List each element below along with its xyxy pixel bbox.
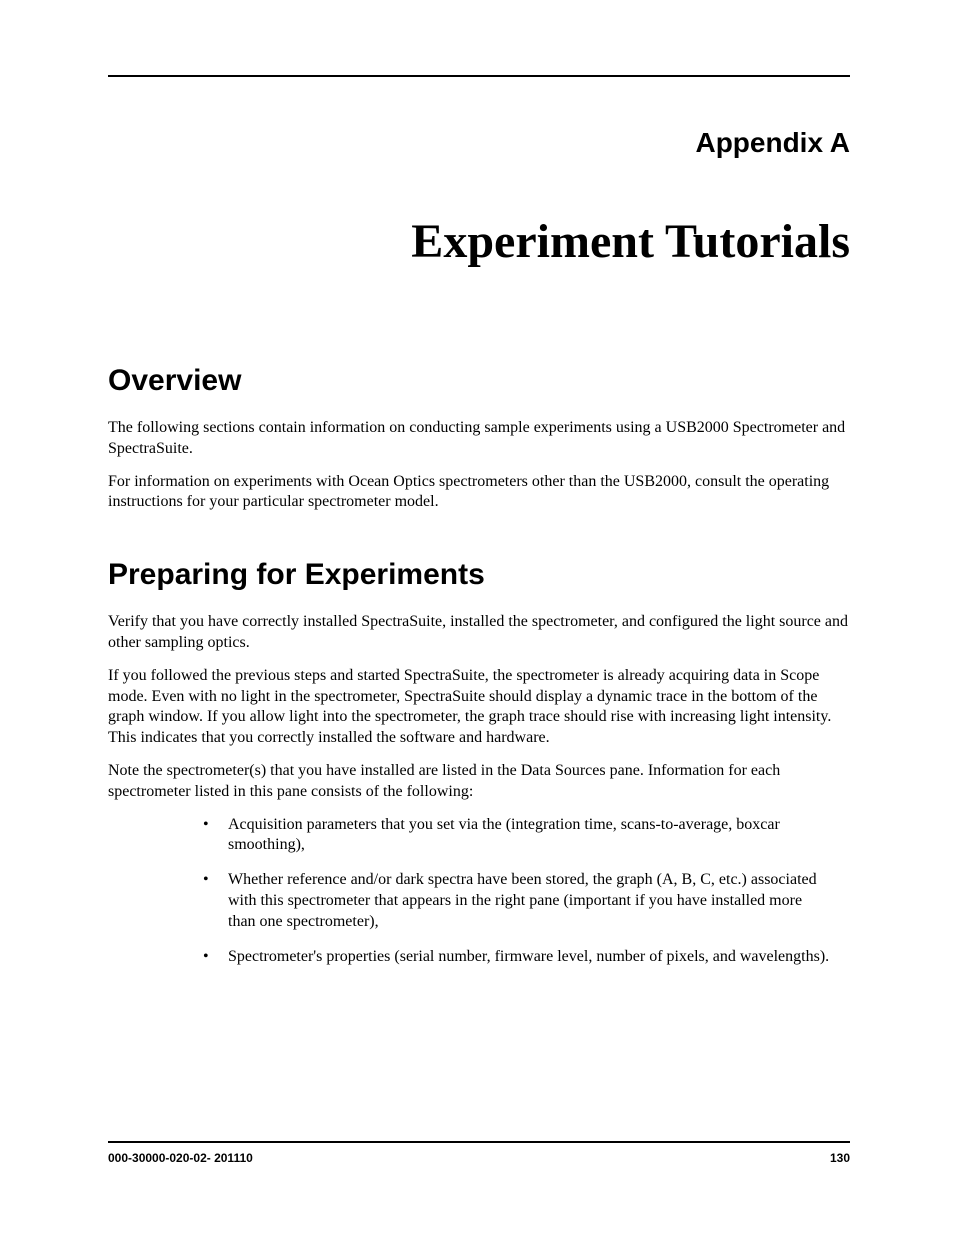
list-item: Acquisition parameters that you set via … (203, 815, 830, 857)
page-content: Appendix A Experiment Tutorials Overview… (0, 0, 954, 967)
page-footer: 000-30000-020-02- 201110 130 (108, 1141, 850, 1165)
list-item: Whether reference and/or dark spectra ha… (203, 870, 830, 932)
overview-heading: Overview (108, 364, 850, 398)
preparing-paragraph: If you followed the previous steps and s… (108, 666, 850, 749)
footer-page-number: 130 (830, 1151, 850, 1165)
preparing-paragraph: Note the spectrometer(s) that you have i… (108, 761, 850, 803)
list-item: Spectrometer's properties (serial number… (203, 947, 830, 968)
preparing-paragraph: Verify that you have correctly installed… (108, 612, 850, 654)
document-title: Experiment Tutorials (108, 214, 850, 269)
top-rule (108, 75, 850, 77)
overview-paragraph: The following sections contain informati… (108, 418, 850, 460)
footer-doc-id: 000-30000-020-02- 201110 (108, 1151, 253, 1165)
appendix-label: Appendix A (108, 127, 850, 159)
overview-paragraph: For information on experiments with Ocea… (108, 472, 850, 514)
preparing-bullet-list: Acquisition parameters that you set via … (108, 815, 850, 968)
preparing-heading: Preparing for Experiments (108, 558, 850, 592)
